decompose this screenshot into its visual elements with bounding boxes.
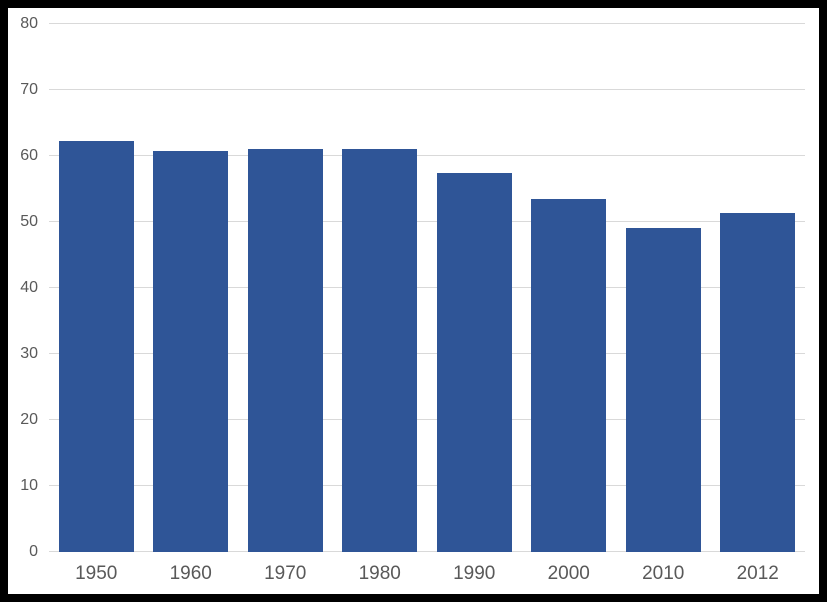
bar-slot-1970 — [238, 24, 333, 552]
gridline-80 — [49, 23, 805, 24]
gridline-0 — [49, 551, 805, 552]
bar-1950 — [58, 140, 134, 552]
bar-series — [49, 24, 805, 552]
y-tick-label-80: 80 — [20, 15, 38, 32]
x-tick-label-1950: 1950 — [75, 563, 118, 584]
bar-slot-1980 — [333, 24, 428, 552]
y-tick-label-30: 30 — [20, 345, 38, 362]
y-tick-label-70: 70 — [20, 81, 38, 98]
y-tick-label-60: 60 — [20, 147, 38, 164]
y-tick-label-10: 10 — [20, 477, 38, 494]
y-tick-label-50: 50 — [20, 213, 38, 230]
x-tick-label-1960: 1960 — [169, 563, 212, 584]
x-tick-label-2000: 2000 — [547, 563, 590, 584]
bar-1970 — [247, 149, 323, 552]
plot-area — [49, 23, 805, 552]
bar-1960 — [153, 150, 229, 552]
y-tick-label-40: 40 — [20, 279, 38, 296]
bar-slot-2010 — [616, 24, 711, 552]
bar-slot-2012 — [711, 24, 806, 552]
bar-slot-2000 — [522, 24, 617, 552]
bar-2000 — [531, 198, 607, 552]
bar-slot-1950 — [49, 24, 144, 552]
bar-slot-1960 — [144, 24, 239, 552]
y-axis: 0 10 20 30 40 50 60 70 80 — [8, 16, 38, 560]
y-tick-label-0: 0 — [29, 543, 38, 560]
x-tick-label-2010: 2010 — [642, 563, 685, 584]
x-axis: 1950 1960 1970 1980 1990 2000 2010 2012 — [49, 563, 805, 585]
bar-1980 — [342, 149, 418, 552]
gridline-30 — [49, 353, 805, 354]
gridlines — [49, 23, 805, 552]
gridline-50 — [49, 221, 805, 222]
x-tick-label-1980: 1980 — [358, 563, 401, 584]
x-tick-label-2012: 2012 — [736, 563, 779, 584]
gridline-60 — [49, 155, 805, 156]
bar-slot-1990 — [427, 24, 522, 552]
x-tick-label-1970: 1970 — [264, 563, 307, 584]
bar-1990 — [436, 173, 512, 552]
gridline-70 — [49, 89, 805, 90]
gridline-40 — [49, 287, 805, 288]
gridline-20 — [49, 419, 805, 420]
gridline-10 — [49, 485, 805, 486]
bar-2012 — [720, 212, 796, 552]
x-tick-label-1990: 1990 — [453, 563, 496, 584]
y-tick-label-20: 20 — [20, 411, 38, 428]
bar-2010 — [625, 227, 701, 552]
